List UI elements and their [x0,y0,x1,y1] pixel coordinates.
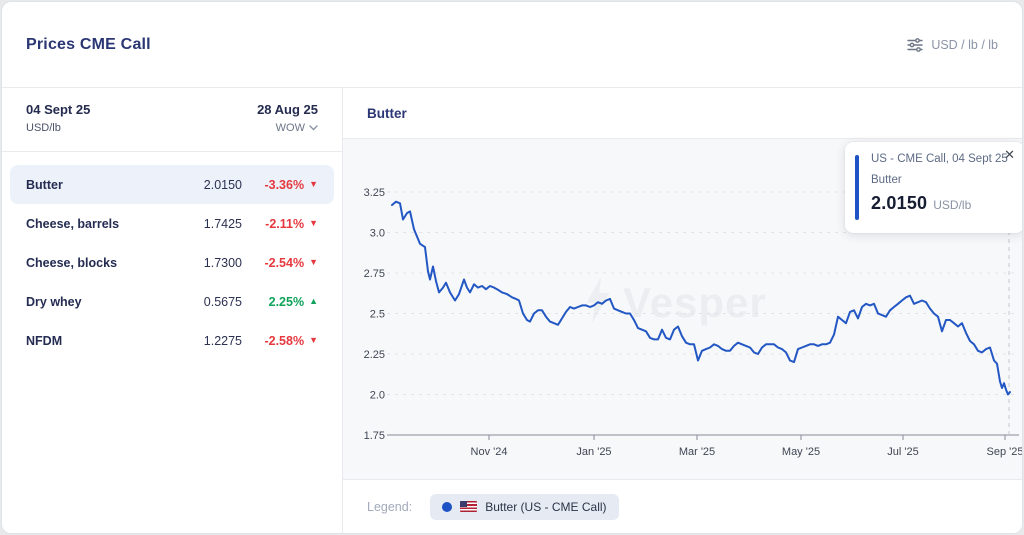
svg-text:Sep '25: Sep '25 [987,446,1023,458]
tooltip-close-icon[interactable]: ✕ [1004,147,1015,162]
card-header: Prices CME Call USD / lb / lb [2,2,1022,88]
svg-text:Jul '25: Jul '25 [887,446,918,458]
change-direction-icon: ▼ [309,335,318,345]
chart-title: Butter [367,105,407,121]
sliders-icon [907,37,924,52]
svg-text:Mar '25: Mar '25 [679,446,715,458]
chart-plot-area[interactable]: Vesper 3.25 3.0 2.75 2.5 2.25 2.0 1.75 Nov '24 J… [343,139,1023,483]
unit-toggle-label: USD / lb / lb [931,37,998,52]
product-name: Cheese, blocks [26,255,118,270]
svg-text:Nov '24: Nov '24 [471,446,508,458]
svg-text:Jan '25: Jan '25 [576,446,611,458]
product-name: NFDM [26,333,63,348]
svg-text:May '25: May '25 [782,446,820,458]
chevron-down-icon [309,122,318,134]
change-direction-icon: ▼ [309,218,318,228]
product-price: 1.7425 [203,216,242,231]
svg-text:2.25: 2.25 [364,349,385,361]
product-change: -2.58% ▼ [264,333,318,348]
legend-item-label: Butter (US - CME Call) [485,499,607,514]
table-row-cheese-barrels[interactable]: Cheese, barrels 1.7425 -2.11% ▼ [10,204,334,243]
price-rows: Butter 2.0150 -3.36% ▼ Cheese, barrels 1.… [2,152,342,360]
chart-titlebar: Butter [343,88,1022,139]
legend-label: Legend: [367,499,413,514]
compare-date-label: 28 Aug 25 [257,102,318,117]
compare-mode-label: WOW [275,122,305,134]
current-date-label: 04 Sept 25 [26,102,91,117]
svg-text:1.75: 1.75 [364,430,385,442]
product-name: Dry whey [26,294,82,309]
svg-text:2.5: 2.5 [370,309,385,321]
product-change: -2.11% ▼ [265,216,318,231]
product-change: 2.25% ▲ [268,294,318,309]
table-row-butter[interactable]: Butter 2.0150 -3.36% ▼ [10,165,334,204]
product-change: -2.54% ▼ [264,255,318,270]
compare-mode-dropdown[interactable]: WOW [257,122,318,134]
legend-bar: Legend: Butter (US - CME Call) [343,479,1022,533]
svg-text:3.0: 3.0 [370,228,385,240]
series-color-dot [442,501,453,512]
chart-panel: Butter Vesper 3.25 3.0 2.75 2.5 2.25 2.0 1.75 N… [343,88,1022,533]
product-name: Butter [26,177,63,192]
product-price: 1.2275 [203,333,242,348]
tooltip-accent-bar [855,155,859,220]
price-table-header: 04 Sept 25 USD/lb 28 Aug 25 WOW [2,88,342,152]
table-row-nfdm[interactable]: NFDM 1.2275 -2.58% ▼ [10,321,334,360]
svg-text:3.25: 3.25 [364,187,385,199]
tooltip-product-label: Butter [871,173,902,186]
svg-text:2.75: 2.75 [364,268,385,280]
legend-item-butter[interactable]: Butter (US - CME Call) [430,493,619,520]
product-change: -3.36% ▼ [264,177,318,192]
product-price: 2.0150 [203,177,242,192]
chart-tooltip: US - CME Call, 04 Sept 25 Butter 2.0150 … [845,142,1022,233]
table-row-dry-whey[interactable]: Dry whey 0.5675 2.25% ▲ [10,282,334,321]
change-direction-icon: ▼ [309,179,318,189]
product-price: 1.7300 [203,255,242,270]
change-direction-icon: ▲ [309,296,318,306]
tooltip-series-label: US - CME Call, 04 Sept 25 [871,153,1008,165]
change-direction-icon: ▼ [309,257,318,267]
page-title: Prices CME Call [26,35,151,53]
price-line-chart[interactable]: 3.25 3.0 2.75 2.5 2.25 2.0 1.75 Nov '24 Jan '25 M… [343,139,1023,483]
current-unit-label: USD/lb [26,122,61,134]
svg-text:2.0: 2.0 [370,390,385,402]
price-table-panel: 04 Sept 25 USD/lb 28 Aug 25 WOW Butter 2… [2,88,343,533]
us-flag-icon [460,501,478,512]
product-name: Cheese, barrels [26,216,120,231]
table-row-cheese-blocks[interactable]: Cheese, blocks 1.7300 -2.54% ▼ [10,243,334,282]
unit-toggle-button[interactable]: USD / lb / lb [907,38,998,52]
product-price: 0.5675 [203,294,242,309]
tooltip-value: 2.0150 [871,193,928,213]
tooltip-unit: USD/lb [933,198,972,212]
